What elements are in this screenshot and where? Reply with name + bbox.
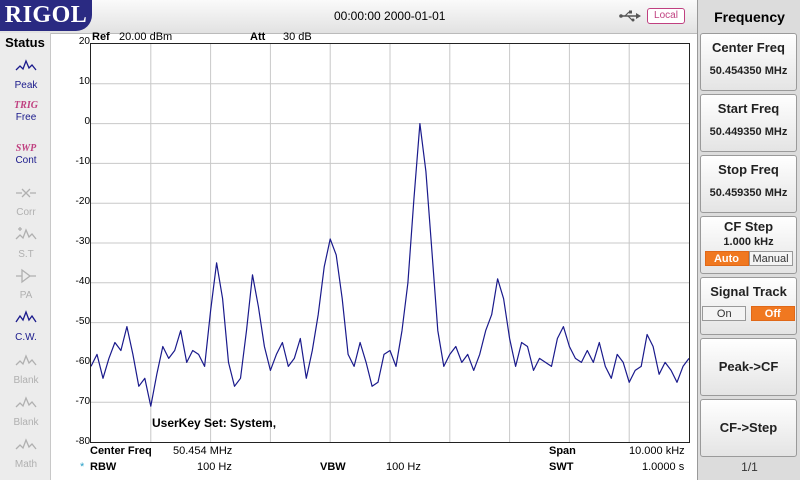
corr-icon — [16, 188, 36, 198]
rbw-value: 100 Hz — [197, 461, 232, 473]
peak-icon — [15, 59, 37, 71]
status-item-top-label: SWP — [15, 143, 37, 154]
center-freq-label: Center Freq — [90, 445, 152, 457]
span-value: 10.000 kHz — [629, 445, 685, 457]
status-item-pa: PA — [7, 265, 45, 303]
y-tick-label: -80 — [75, 436, 90, 447]
cf-step-key-value: 1.000 kHz — [723, 236, 774, 248]
stop-freq-key[interactable]: Stop Freq 50.459350 MHz — [700, 155, 797, 213]
status-item-label: Blank — [13, 375, 39, 386]
status-item-math: Math — [7, 434, 45, 472]
rbw-label: RBW — [90, 461, 117, 473]
status-title: Status — [5, 35, 45, 50]
top-header: RIGOL 00:00:00 2000-01-01 Local — [0, 0, 697, 34]
ref-label: Ref — [92, 31, 110, 43]
start-freq-key-value: 50.449350 MHz — [709, 126, 788, 138]
status-item-label: Cont — [15, 155, 37, 166]
center-freq-value: 50.454 MHz — [173, 445, 233, 457]
cw-icon — [15, 310, 37, 323]
rigol-logo: RIGOL — [0, 0, 92, 31]
blank-icon — [15, 354, 37, 366]
status-item-label: Free — [15, 112, 37, 123]
peak-to-cf-label: Peak->CF — [718, 359, 779, 374]
status-item-free: TRIG Free — [7, 100, 45, 138]
y-tick-label: -60 — [75, 356, 90, 367]
signal-track-on-option[interactable]: On — [702, 306, 747, 321]
start-freq-key-label: Start Freq — [717, 101, 780, 116]
cf-step-auto-option[interactable]: Auto — [704, 251, 749, 266]
spectrum-chart — [91, 44, 689, 442]
spectrum-trace — [91, 122, 689, 407]
status-item-label: PA — [19, 290, 33, 301]
blank-icon — [15, 396, 37, 408]
status-item-label: S.T — [18, 249, 34, 260]
userkey-text: UserKey Set: System, — [152, 416, 277, 430]
cf-step-manual-option[interactable]: Manual — [748, 251, 793, 266]
menu-page-indicator: 1/1 — [741, 460, 758, 474]
center-freq-key-value: 50.454350 MHz — [709, 65, 788, 77]
status-item-label: Blank — [13, 417, 39, 428]
swt-value: 1.0000 s — [642, 461, 685, 473]
center-freq-key[interactable]: Center Freq 50.454350 MHz — [700, 33, 797, 91]
att-label: Att — [250, 31, 266, 43]
y-tick-label: -30 — [75, 236, 90, 247]
y-tick-label: 10 — [78, 76, 90, 87]
status-item-blank: Blank — [7, 392, 45, 430]
menu-title: Frequency — [714, 9, 785, 25]
status-item-label: Corr — [16, 207, 36, 218]
status-panel: Status Peak TRIG Free SWP Cont Corr S.T PA C.W. B… — [0, 33, 51, 480]
datetime-display: 00:00:00 2000-01-01 — [334, 9, 446, 23]
softkey-menu: Frequency Center Freq 50.454350 MHz Star… — [697, 0, 800, 480]
status-item-top-label: TRIG — [14, 100, 38, 111]
signal-track-key-label: Signal Track — [710, 284, 787, 299]
cf-to-step-key[interactable]: CF->Step — [700, 399, 797, 457]
y-tick-label: 0 — [84, 116, 90, 127]
status-item-corr: Corr — [7, 182, 45, 220]
y-tick-label: -40 — [75, 276, 90, 287]
vbw-label: VBW — [320, 461, 346, 473]
y-tick-label: 20 — [78, 36, 90, 47]
pa-icon — [16, 268, 36, 284]
signal-track-key[interactable]: Signal Track On Off — [700, 277, 797, 335]
status-item-label: C.W. — [15, 332, 37, 343]
stop-freq-key-value: 50.459350 MHz — [709, 187, 788, 199]
usb-icon — [619, 10, 641, 22]
swt-label: SWT — [549, 461, 574, 473]
peak-to-cf-key[interactable]: Peak->CF — [700, 338, 797, 396]
start-freq-key[interactable]: Start Freq 50.449350 MHz — [700, 94, 797, 152]
status-item-cont: SWP Cont — [7, 143, 45, 181]
y-tick-label: -10 — [75, 156, 90, 167]
status-item-cw: C.W. — [7, 307, 45, 345]
status-item-st: S.T — [7, 224, 45, 262]
status-item-label: Math — [14, 459, 38, 470]
span-label: Span — [549, 445, 576, 457]
stop-freq-key-label: Stop Freq — [718, 162, 779, 177]
cf-step-key-label: CF Step — [723, 219, 774, 234]
y-tick-label: -70 — [75, 396, 90, 407]
cf-to-step-label: CF->Step — [719, 420, 778, 435]
status-item-peak: Peak — [7, 55, 45, 93]
status-item-label: Peak — [14, 80, 38, 91]
rbw-marker: * — [80, 461, 85, 473]
y-tick-label: -50 — [75, 316, 90, 327]
math-icon — [15, 438, 37, 450]
signal-track-off-option[interactable]: Off — [750, 306, 795, 321]
cf-step-key[interactable]: CF Step 1.000 kHz Auto Manual — [700, 216, 797, 274]
center-freq-key-label: Center Freq — [712, 40, 785, 55]
ref-value: 20.00 dBm — [119, 31, 173, 43]
vbw-value: 100 Hz — [386, 461, 421, 473]
st-icon — [15, 227, 37, 240]
spectrum-plot[interactable]: Ref 20.00 dBm Att 30 dB UserKey Set: Sys… — [90, 31, 690, 443]
local-badge[interactable]: Local — [647, 8, 685, 24]
y-tick-label: -20 — [75, 196, 90, 207]
status-item-blank: Blank — [7, 350, 45, 388]
att-value: 30 dB — [283, 31, 312, 43]
